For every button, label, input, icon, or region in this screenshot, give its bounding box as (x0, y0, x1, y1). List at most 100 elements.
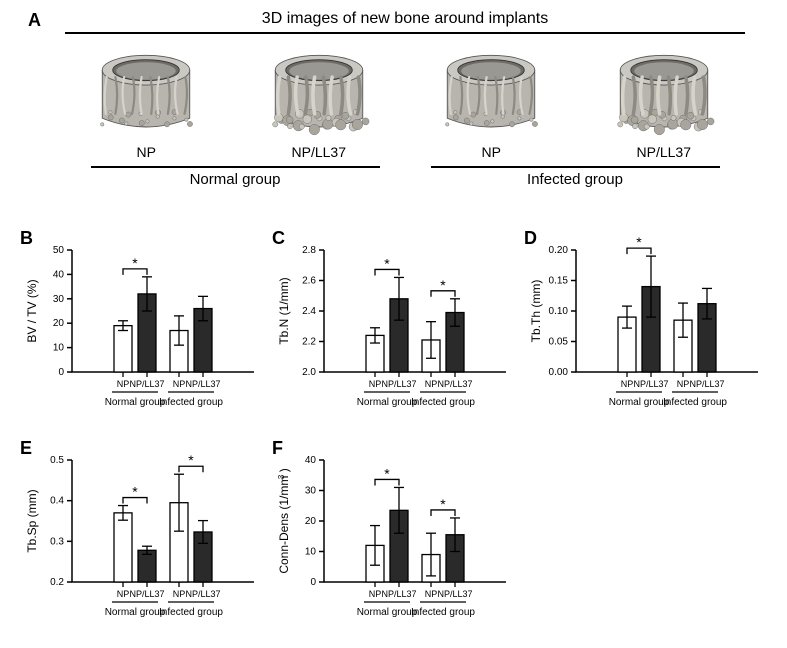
svg-text:30: 30 (305, 486, 317, 497)
panel-a-title: 3D images of new bone around implants (65, 10, 745, 32)
svg-text:0.20: 0.20 (549, 245, 569, 256)
panel-a: 3D images of new bone around implants NP… (65, 10, 745, 188)
chart-d-cell: D0.000.050.100.150.20Tb.Th (mm)NPNP/LL37… (524, 228, 764, 428)
svg-text:Tb.Sp (mm): Tb.Sp (mm) (25, 489, 39, 552)
svg-text:2.0: 2.0 (302, 367, 316, 378)
svg-text:NP: NP (173, 589, 186, 599)
svg-text:0.5: 0.5 (50, 455, 64, 466)
svg-text:NP: NP (621, 379, 634, 389)
svg-text:Normal group: Normal group (105, 607, 166, 618)
chart-c: 2.02.22.42.62.8Tb.N (1/mm)NPNP/LL37NPNP/… (272, 228, 512, 428)
charts-bottom-row: E0.20.30.40.5Tb.Sp (mm)NPNP/LL37NPNP/LL3… (20, 438, 520, 638)
group-hr-normal (91, 166, 380, 168)
implant-cond-label-0: NP (137, 144, 156, 160)
panel-c-label: C (272, 228, 285, 249)
svg-text:Infected group: Infected group (159, 397, 223, 408)
implant-svg-2 (421, 42, 561, 142)
svg-text:Infected group: Infected group (663, 397, 727, 408)
svg-text:0.2: 0.2 (50, 577, 64, 588)
svg-text:NP/LL37: NP/LL37 (185, 589, 220, 599)
svg-text:Normal group: Normal group (609, 397, 670, 408)
svg-text:0: 0 (58, 367, 64, 378)
chart-e-cell: E0.20.30.40.5Tb.Sp (mm)NPNP/LL37NPNP/LL3… (20, 438, 260, 638)
panel-a-group-row: Normal group Infected group (65, 164, 745, 188)
svg-text:Infected group: Infected group (159, 607, 223, 618)
svg-text:2.8: 2.8 (302, 245, 316, 256)
svg-text:0.15: 0.15 (549, 276, 569, 287)
svg-text:NP/LL37: NP/LL37 (437, 379, 472, 389)
svg-text:Conn-Dens (1/mm ): Conn-Dens (1/mm ) (277, 468, 291, 573)
bar-E-1 (138, 550, 156, 582)
svg-text:BV / TV (%): BV / TV (%) (25, 279, 39, 342)
panel-e-label: E (20, 438, 32, 459)
implant-svg-1 (249, 42, 389, 142)
svg-text:40: 40 (53, 269, 65, 280)
implant-2: NP (421, 42, 561, 160)
charts-top-row: B01020304050BV / TV (%)NPNP/LL37NPNP/LL3… (20, 228, 770, 428)
svg-text:0.05: 0.05 (549, 337, 569, 348)
chart-c-cell: C2.02.22.42.62.8Tb.N (1/mm)NPNP/LL37NPNP… (272, 228, 512, 428)
group-hr-infected (431, 166, 720, 168)
implant-1: NP/LL37 (249, 42, 389, 160)
svg-text:2.4: 2.4 (302, 306, 316, 317)
svg-text:Normal group: Normal group (105, 397, 166, 408)
svg-text:NP/LL37: NP/LL37 (129, 589, 164, 599)
implant-svg-0 (76, 42, 216, 142)
chart-f: 010203040Conn-Dens (1/mm )3NPNP/LL37NPNP… (272, 438, 512, 638)
chart-b-cell: B01020304050BV / TV (%)NPNP/LL37NPNP/LL3… (20, 228, 260, 428)
chart-b: 01020304050BV / TV (%)NPNP/LL37NPNP/LL37… (20, 228, 260, 428)
svg-text:2.6: 2.6 (302, 276, 316, 287)
svg-text:*: * (384, 465, 390, 481)
svg-text:20: 20 (305, 516, 317, 527)
panel-a-top-rule (65, 32, 745, 34)
svg-text:0.10: 0.10 (549, 306, 569, 317)
svg-text:*: * (440, 496, 446, 512)
svg-text:*: * (132, 255, 138, 271)
svg-text:Normal group: Normal group (357, 397, 418, 408)
svg-text:NP: NP (117, 589, 130, 599)
group-label-normal: Normal group (190, 171, 281, 188)
svg-text:40: 40 (305, 455, 317, 466)
group-normal: Normal group (65, 164, 405, 188)
svg-text:NP/LL37: NP/LL37 (129, 379, 164, 389)
svg-text:20: 20 (53, 318, 65, 329)
panel-a-label: A (28, 10, 41, 31)
svg-text:NP: NP (677, 379, 690, 389)
svg-text:NP/LL37: NP/LL37 (381, 589, 416, 599)
svg-text:NP/LL37: NP/LL37 (185, 379, 220, 389)
svg-text:*: * (440, 277, 446, 293)
svg-text:10: 10 (53, 343, 65, 354)
svg-text:3: 3 (277, 474, 286, 479)
implant-3: NP/LL37 (594, 42, 734, 160)
svg-text:10: 10 (305, 547, 317, 558)
svg-text:Tb.N (1/mm): Tb.N (1/mm) (277, 277, 291, 344)
svg-text:Infected group: Infected group (411, 397, 475, 408)
svg-text:0: 0 (310, 577, 316, 588)
svg-text:0.00: 0.00 (549, 367, 569, 378)
svg-text:*: * (384, 255, 390, 271)
svg-text:Normal group: Normal group (357, 607, 418, 618)
svg-text:NP/LL37: NP/LL37 (689, 379, 724, 389)
svg-text:Tb.Th (mm): Tb.Th (mm) (529, 280, 543, 343)
svg-text:NP/LL37: NP/LL37 (381, 379, 416, 389)
svg-text:50: 50 (53, 245, 65, 256)
svg-text:30: 30 (53, 294, 65, 305)
bar-B-0 (114, 326, 132, 372)
panel-b-label: B (20, 228, 33, 249)
svg-text:NP: NP (425, 589, 438, 599)
svg-text:*: * (132, 484, 138, 500)
panel-a-images-row: NP NP/LL37 NP NP/LL37 (65, 42, 745, 160)
svg-text:0.3: 0.3 (50, 536, 64, 547)
chart-e: 0.20.30.40.5Tb.Sp (mm)NPNP/LL37NPNP/LL37… (20, 438, 260, 638)
svg-text:0.4: 0.4 (50, 496, 64, 507)
panel-f-label: F (272, 438, 283, 459)
svg-text:*: * (188, 452, 194, 468)
bar-E-0 (114, 513, 132, 582)
svg-text:NP/LL37: NP/LL37 (633, 379, 668, 389)
svg-text:NP: NP (117, 379, 130, 389)
chart-f-cell: F010203040Conn-Dens (1/mm )3NPNP/LL37NPN… (272, 438, 512, 638)
group-infected: Infected group (405, 164, 745, 188)
svg-text:NP: NP (173, 379, 186, 389)
svg-text:*: * (636, 234, 642, 250)
panel-d-label: D (524, 228, 537, 249)
